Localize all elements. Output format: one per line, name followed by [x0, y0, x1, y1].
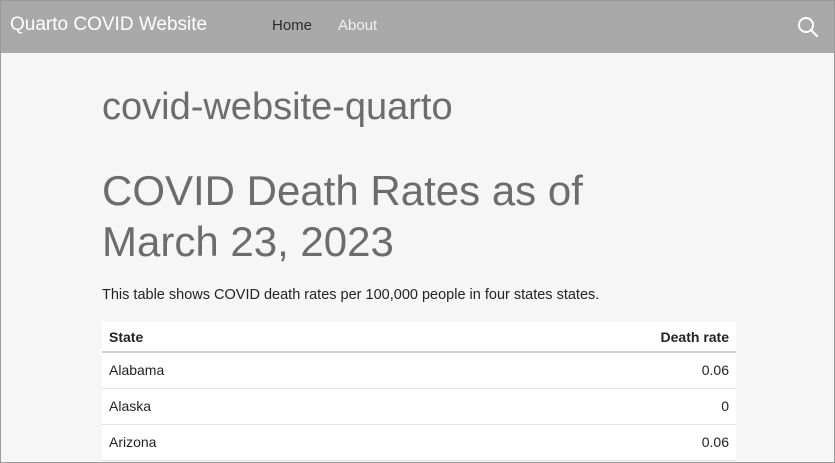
table-row: Alabama 0.06	[102, 352, 736, 389]
table-header-row: State Death rate	[102, 322, 736, 353]
table-cell-death-rate: 0.06	[391, 352, 736, 389]
column-header-death-rate: Death rate	[391, 322, 736, 353]
page-title: covid-website-quarto	[102, 86, 453, 128]
table-row: Arizona 0.06	[102, 424, 736, 461]
search-button[interactable]	[796, 15, 820, 39]
search-icon	[798, 17, 819, 38]
section-heading-line1: COVID Death Rates as of	[102, 167, 583, 214]
section-heading-line2: March 23, 2023	[102, 218, 394, 265]
main-content: covid-website-quarto COVID Death Rates a…	[102, 53, 736, 461]
nav-link-home[interactable]: Home	[272, 17, 313, 34]
table-cell-state: Alabama	[102, 352, 392, 389]
table-cell-death-rate: 0.06	[391, 424, 736, 461]
table-row: Alaska 0	[102, 388, 736, 425]
nav-link-about[interactable]: About	[338, 17, 378, 34]
table-cell-death-rate: 0	[391, 388, 736, 425]
column-header-state: State	[102, 322, 392, 353]
table-cell-state: Arizona	[102, 424, 392, 461]
top-navbar: Quarto COVID Website Home About	[1, 1, 834, 53]
intro-paragraph: This table shows COVID death rates per 1…	[102, 287, 600, 303]
table-cell-state: Alaska	[102, 388, 392, 425]
death-rate-table: State Death rate Alabama 0.06 Alaska 0 A…	[102, 322, 736, 461]
section-heading: COVID Death Rates as of March 23, 2023	[102, 165, 736, 267]
site-brand-link[interactable]: Quarto COVID Website	[10, 14, 208, 35]
